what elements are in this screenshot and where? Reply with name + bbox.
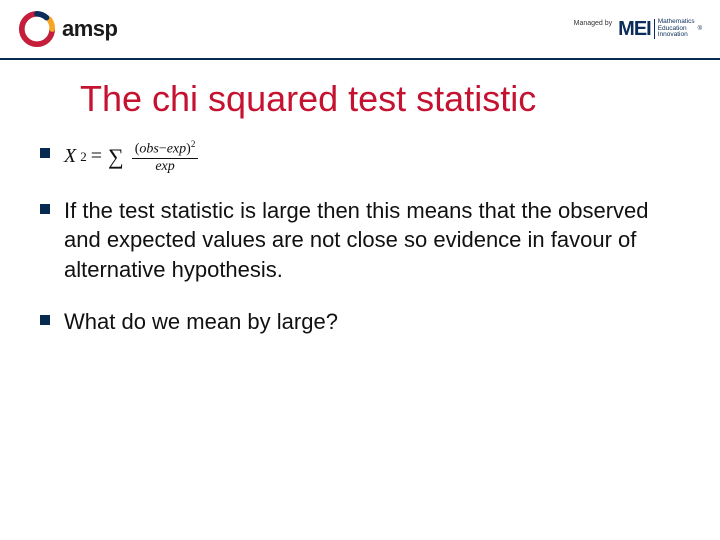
amsp-ring-icon — [18, 10, 56, 48]
mei-logo: Managed by MEI Mathematics Education Inn… — [574, 18, 702, 41]
formula-numerator: (obs−exp)2 — [132, 140, 199, 159]
formula-sigma: ∑ — [108, 144, 124, 170]
formula-equals: = — [91, 145, 102, 168]
bullet-1: X2 = ∑ (obs−exp)2 exp — [40, 140, 680, 174]
content-area: X2 = ∑ (obs−exp)2 exp If the test statis… — [40, 140, 680, 358]
bullet-icon — [40, 315, 50, 325]
bullet-3: What do we mean by large? — [40, 307, 680, 337]
managed-by-label: Managed by — [574, 20, 613, 27]
slide-title: The chi squared test statistic — [80, 78, 536, 120]
formula-lhs-var: X — [64, 145, 76, 168]
header-divider — [0, 58, 720, 60]
formula-fraction: (obs−exp)2 exp — [132, 140, 199, 174]
header: amsp Managed by MEI Mathematics Educatio… — [0, 0, 720, 58]
registered-mark: ® — [698, 26, 702, 32]
mei-block: MEI Mathematics Education Innovation ® — [618, 18, 702, 41]
mei-text: MEI — [618, 18, 651, 41]
slide: amsp Managed by MEI Mathematics Educatio… — [0, 0, 720, 540]
bullet-icon — [40, 204, 50, 214]
mei-sub-3: Innovation — [658, 32, 695, 39]
bullet-3-text: What do we mean by large? — [64, 307, 338, 337]
amsp-logo-text: amsp — [62, 16, 117, 42]
bullet-icon — [40, 148, 50, 158]
bullet-2-text: If the test statistic is large then this… — [64, 196, 680, 285]
mei-subtext: Mathematics Education Innovation — [654, 19, 695, 39]
amsp-logo: amsp — [18, 10, 117, 48]
formula-denominator: exp — [155, 159, 174, 174]
formula-lhs-sup: 2 — [80, 149, 87, 165]
chi-squared-formula: X2 = ∑ (obs−exp)2 exp — [64, 140, 198, 174]
bullet-2: If the test statistic is large then this… — [40, 196, 680, 285]
